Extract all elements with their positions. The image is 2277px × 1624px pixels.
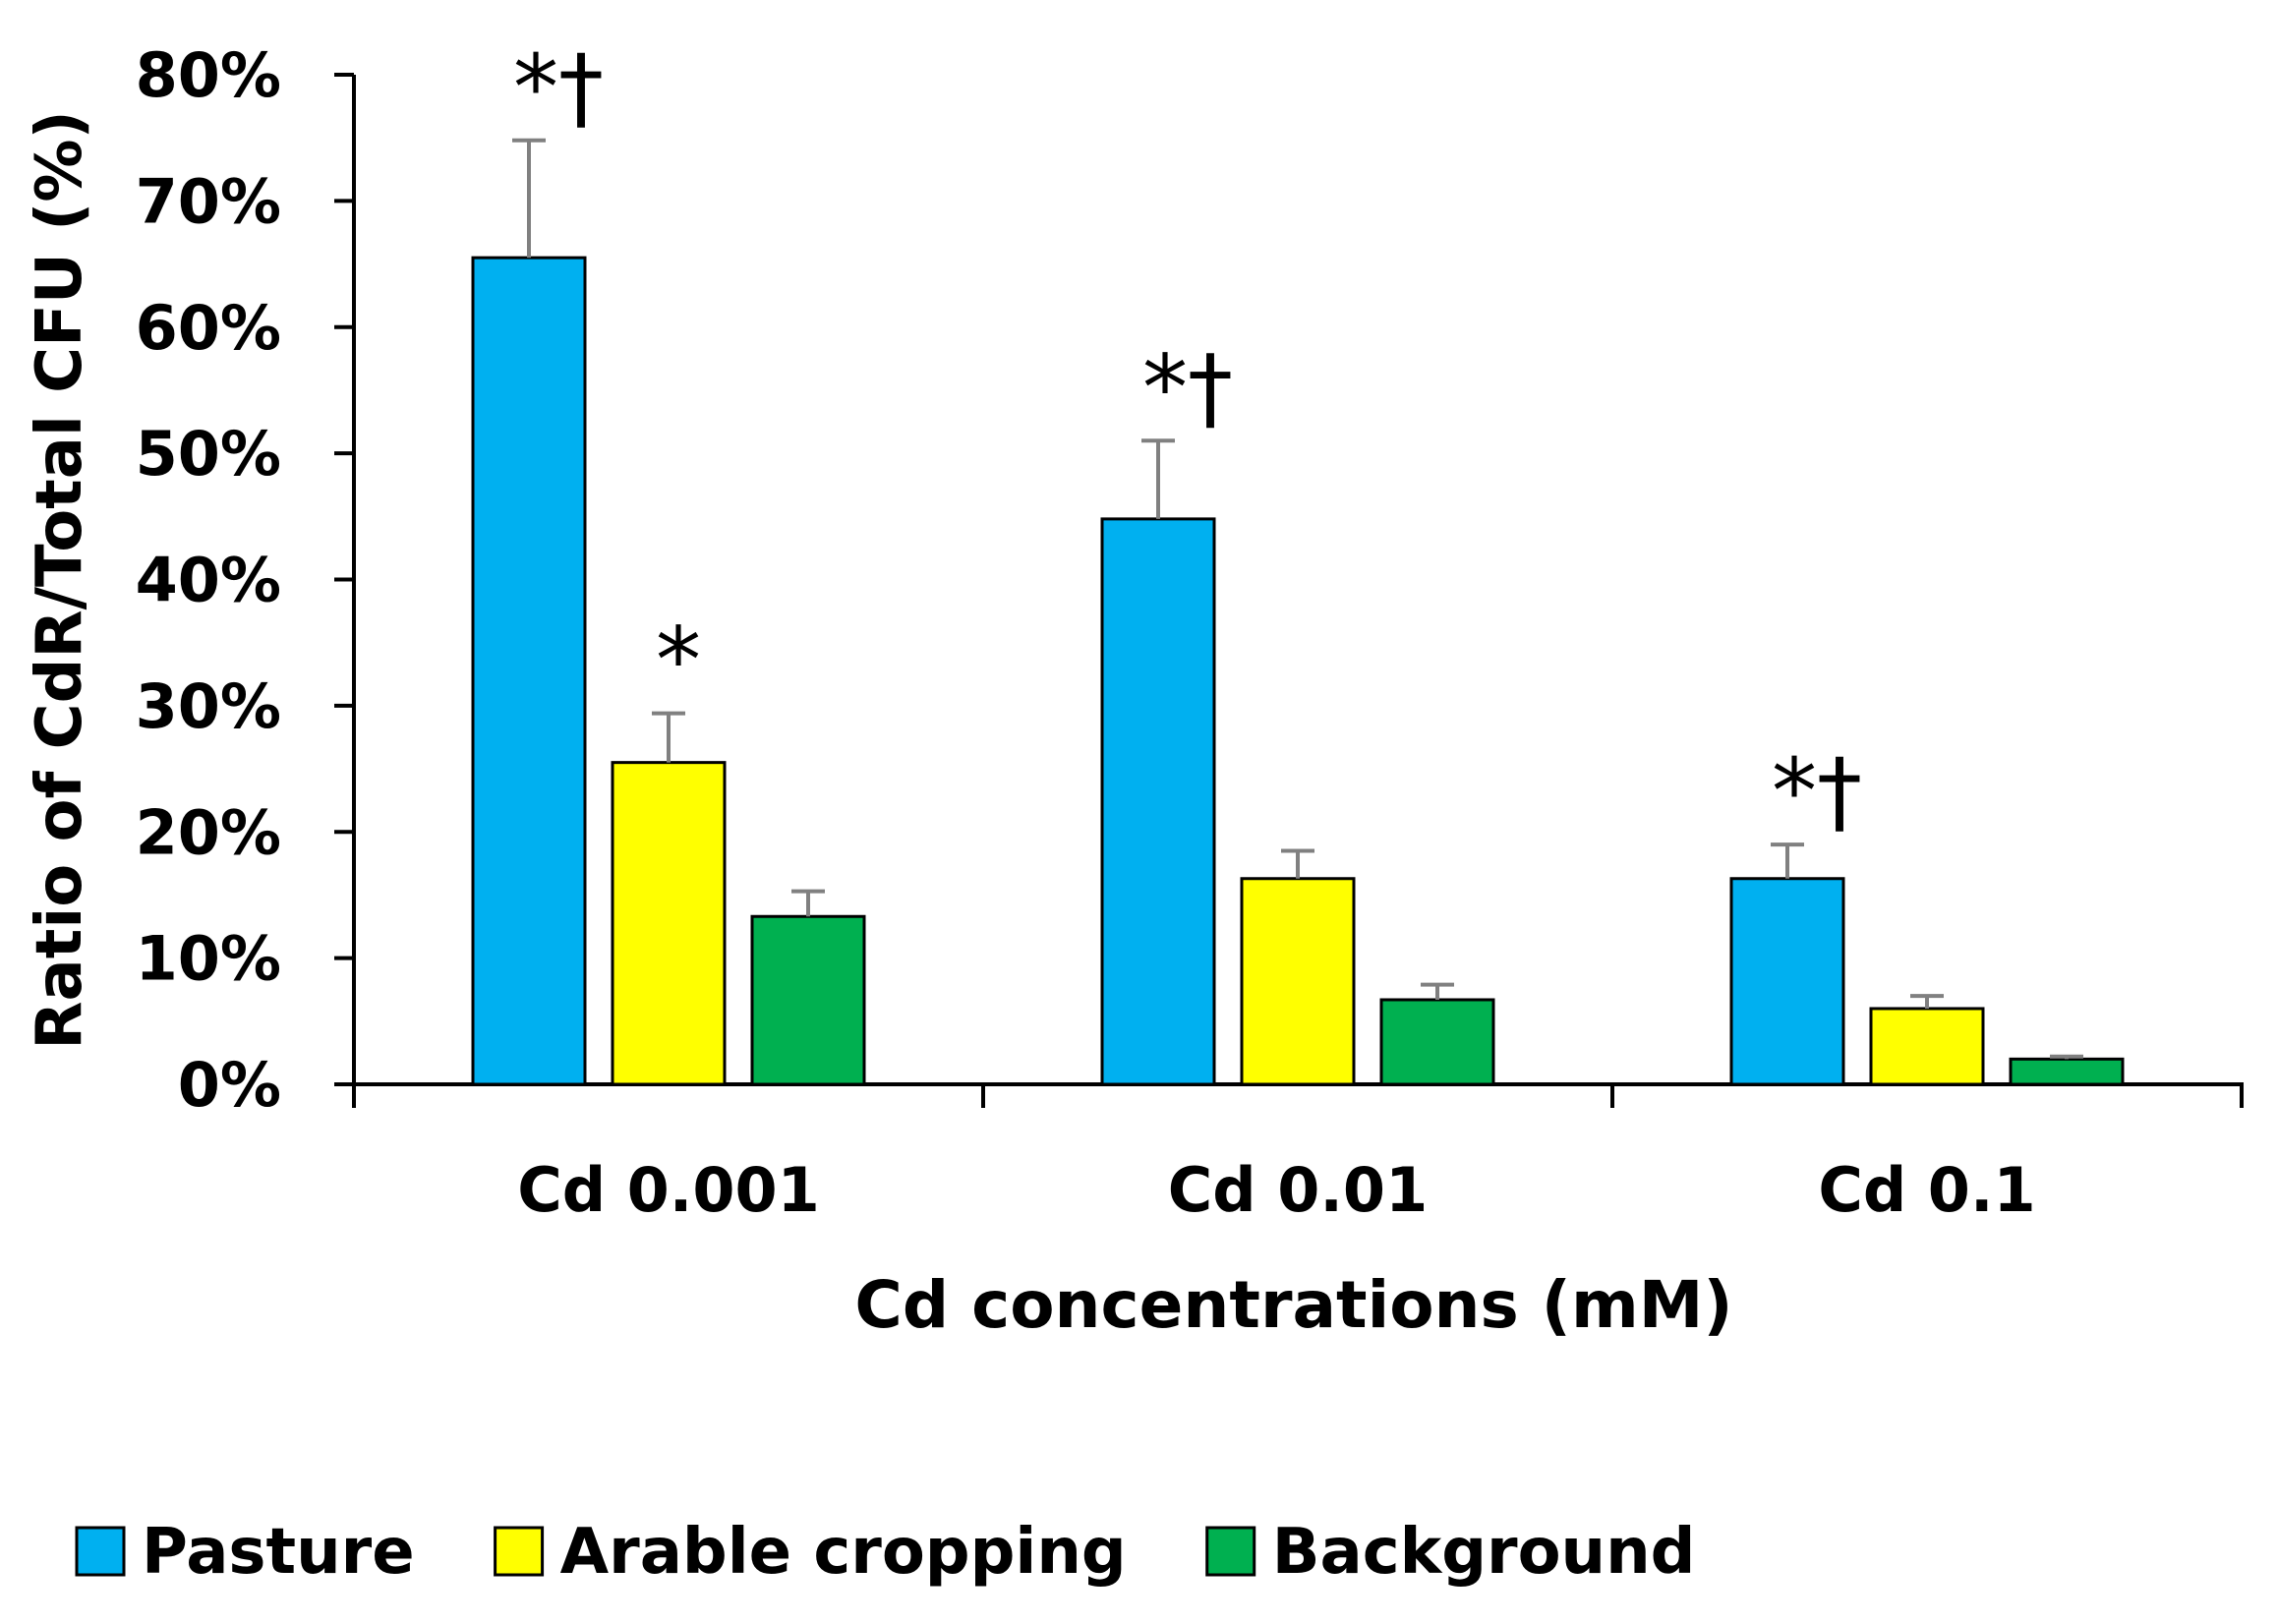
bar-background [1379,998,1495,1086]
x-tick-label: Cd 0.1 [1818,1154,2035,1226]
significance-annotation: *† [1142,335,1233,440]
bar-pasture [1100,517,1216,1086]
y-tick-label: 80% [136,39,281,111]
y-tick-label: 40% [136,545,281,616]
bar-arable-cropping [1869,1007,1985,1086]
legend-swatch-background [1205,1526,1256,1577]
legend-swatch-arable-cropping [494,1526,545,1577]
legend-label-pasture: Pasture [142,1516,415,1589]
error-bars [512,138,2083,1060]
y-axis: 0% 10% 20% 30% 40% 50% 60% 70% 80% [136,39,356,1121]
y-tick-label: 20% [136,796,281,868]
y-tick-label: 50% [136,418,281,490]
y-tick-label: 0% [178,1049,281,1121]
x-axis-title: Cd concentrations (mM) [854,1267,1732,1343]
y-axis-title: Ratio of CdR/Total CFU (%) [24,110,96,1049]
x-tick-label: Cd 0.001 [517,1154,820,1226]
bar-pasture [1729,877,1845,1086]
y-tick-label: 10% [136,923,281,995]
y-tick-label: 70% [136,165,281,237]
x-axis: Cd 0.001 Cd 0.01 Cd 0.1 [352,1082,2244,1226]
legend-label-background: Background [1272,1516,1696,1589]
bars [471,256,2125,1086]
y-tick-label: 30% [136,670,281,742]
legend-swatch-pasture [75,1526,126,1577]
x-tick-label: Cd 0.01 [1168,1154,1428,1226]
bar-arable-cropping [611,761,727,1086]
significance-annotation: *† [513,35,604,141]
bar-pasture [471,256,587,1086]
bar-background [2009,1057,2125,1086]
significance-annotation: * [656,609,701,714]
significance-annotations: *† * *† *† [513,35,1862,844]
bar-background [750,914,866,1086]
y-tick-label: 60% [136,292,281,364]
bar-arable-cropping [1240,877,1356,1086]
significance-annotation: *† [1772,739,1862,844]
legend-label-arable-cropping: Arable cropping [560,1516,1127,1589]
legend: Pasture Arable cropping Background [75,1516,1696,1589]
